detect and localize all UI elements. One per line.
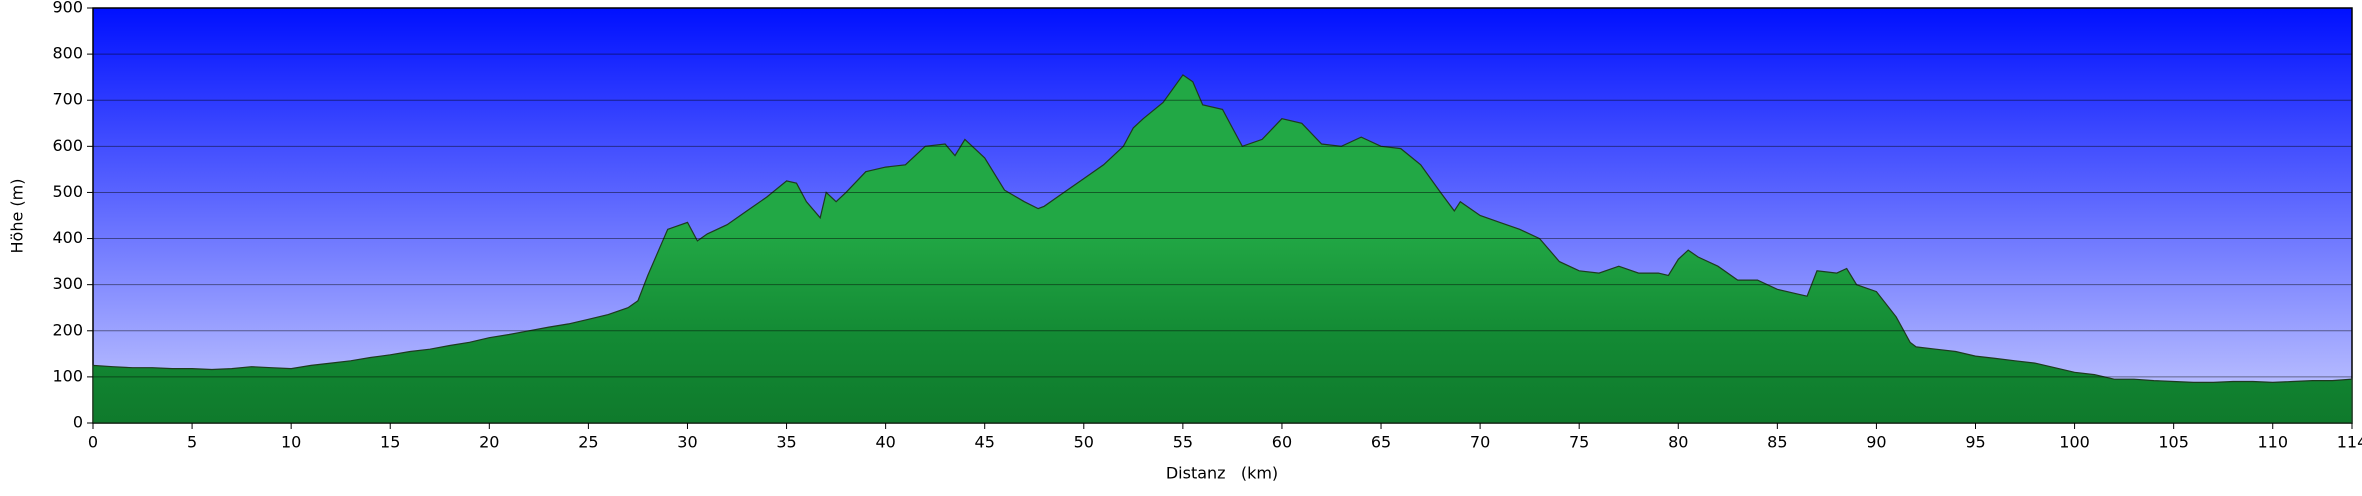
y-tick-label: 0 xyxy=(73,413,83,432)
x-tick-label: 35 xyxy=(776,433,796,452)
x-tick-label: 10 xyxy=(281,433,301,452)
x-tick-label: 40 xyxy=(875,433,895,452)
x-tick-label: 110 xyxy=(2257,433,2288,452)
x-tick-label: 55 xyxy=(1173,433,1193,452)
x-tick-label: 20 xyxy=(479,433,499,452)
x-tick-label: 25 xyxy=(578,433,598,452)
x-tick-label: 70 xyxy=(1470,433,1490,452)
x-tick-label: 30 xyxy=(677,433,697,452)
x-tick-label: 90 xyxy=(1866,433,1886,452)
x-tick-label: 60 xyxy=(1272,433,1292,452)
y-tick-label: 300 xyxy=(52,274,83,293)
x-axis-label: Distanz (km) xyxy=(1166,464,1278,483)
x-tick-label: 80 xyxy=(1668,433,1688,452)
y-tick-label: 800 xyxy=(52,44,83,63)
y-tick-label: 600 xyxy=(52,136,83,155)
x-tick-label: 105 xyxy=(2158,433,2189,452)
x-tick-label: 85 xyxy=(1767,433,1787,452)
y-tick-label: 900 xyxy=(52,0,83,17)
y-tick-label: 700 xyxy=(52,90,83,109)
x-tick-label: 95 xyxy=(1965,433,1985,452)
y-tick-label: 200 xyxy=(52,320,83,339)
x-tick-label: 75 xyxy=(1569,433,1589,452)
x-tick-label: 0 xyxy=(88,433,98,452)
x-tick-label: 45 xyxy=(975,433,995,452)
y-tick-label: 400 xyxy=(52,228,83,247)
x-tick-label: 65 xyxy=(1371,433,1391,452)
x-tick-label: 15 xyxy=(380,433,400,452)
x-tick-label: 50 xyxy=(1074,433,1094,452)
x-tick-label: 114 xyxy=(2337,433,2362,452)
x-tick-label: 100 xyxy=(2059,433,2090,452)
y-tick-label: 100 xyxy=(52,366,83,385)
elevation-area xyxy=(92,74,2353,424)
y-tick-label: 500 xyxy=(52,182,83,201)
x-tick-label: 5 xyxy=(187,433,197,452)
y-axis-label: Höhe (m) xyxy=(8,179,27,254)
